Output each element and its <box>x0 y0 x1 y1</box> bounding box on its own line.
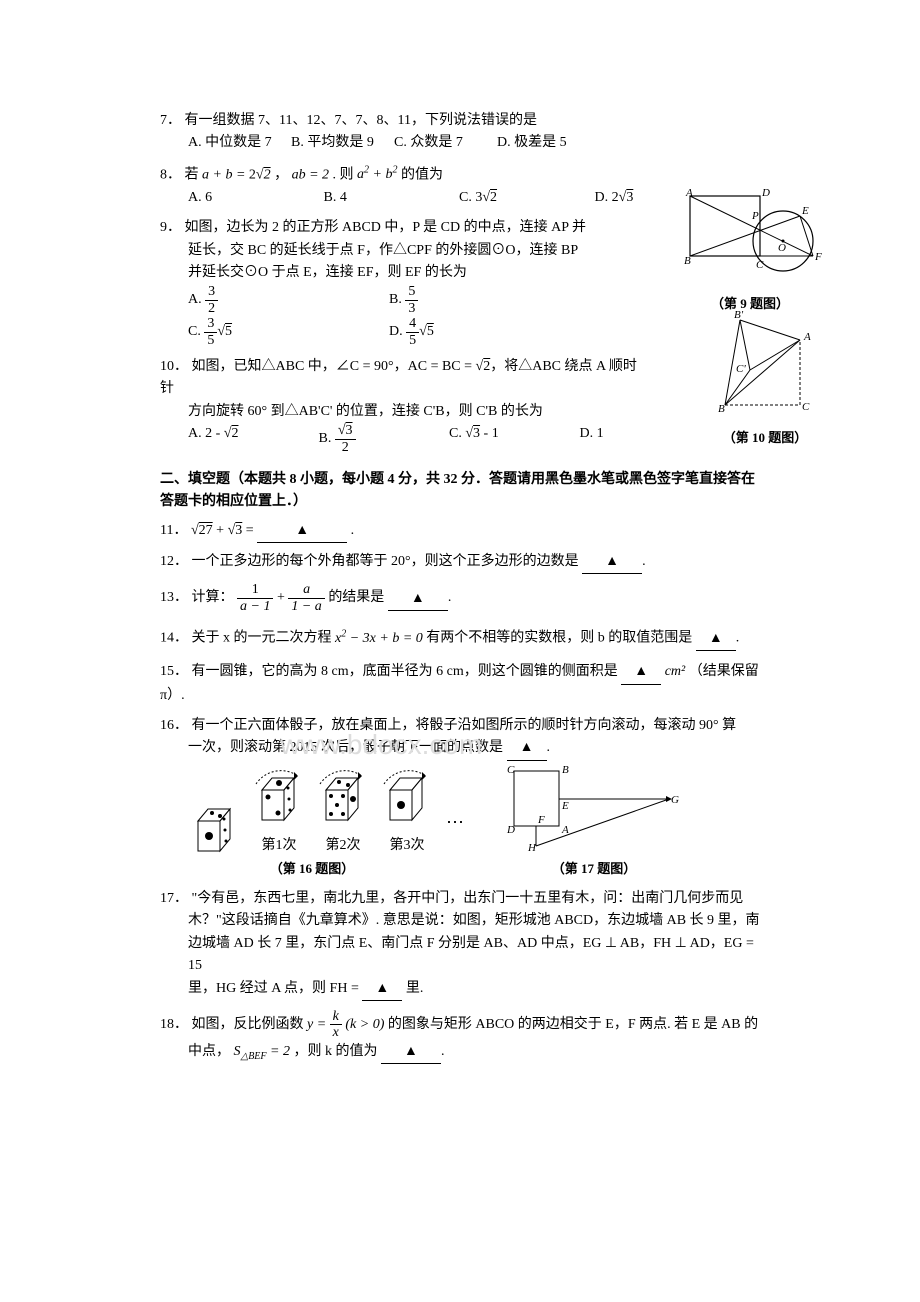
question-17: 17． "今有邑，东西七里，南北九里，各开中门，出东门一十五里有木，问：出南门几… <box>160 888 760 1001</box>
q8-stem-a: 若 <box>185 167 203 182</box>
svg-text:E: E <box>561 800 569 812</box>
svg-text:B: B <box>718 403 725 415</box>
q7-stem: 有一组数据 7、11、12、7、7、8、11，下列说法错误的是 <box>185 113 537 128</box>
figure-q10-svg: B C A B' C' <box>700 310 830 420</box>
question-15: 15． 有一圆锥，它的高为 8 cm，底面半径为 6 cm，则这个圆锥的侧面积是… <box>160 661 760 707</box>
dice-0 <box>190 801 240 857</box>
q8-num: 8． <box>160 167 181 182</box>
question-7: 7． 有一组数据 7、11、12、7、7、8、11，下列说法错误的是 A. 中位… <box>160 110 760 155</box>
q10-opt-a: A. 2 - √2 <box>188 423 309 455</box>
svg-text:C': C' <box>736 363 746 375</box>
svg-text:A: A <box>803 331 811 343</box>
q10-opt-b: B. √32 <box>319 423 440 455</box>
section-2-title: 二、填空题（本题共 8 小题，每小题 4 分，共 32 分．答题请用黑色墨水笔或… <box>160 469 760 514</box>
q9-opt-a: A. 32 <box>188 284 389 316</box>
dice-3 <box>382 770 432 826</box>
q9-opt-d: D. 45√5 <box>389 316 590 348</box>
q8-opt-a: A. 6 <box>188 187 314 209</box>
svg-text:D: D <box>506 824 515 836</box>
q9-opt-c: C. 35√5 <box>188 316 389 348</box>
figure-q10: B C A B' C' （第 10 题图） <box>700 310 830 449</box>
svg-text:H: H <box>527 842 537 851</box>
svg-text:C: C <box>756 259 764 271</box>
svg-text:P: P <box>751 210 759 222</box>
svg-text:D: D <box>761 187 770 199</box>
q10-opt-c: C. √3 - 1 <box>449 423 570 455</box>
svg-text:A: A <box>561 824 569 836</box>
svg-text:E: E <box>801 205 809 217</box>
question-16: www.bdocx.com 16． 有一个正六面体骰子，放在桌面上，将骰子沿如图… <box>160 715 760 880</box>
svg-text:F: F <box>814 251 822 263</box>
question-10: 10． 如图，已知△ABC 中，∠C = 90°，AC = BC = √2，将△… <box>160 356 640 455</box>
figure-q9: A D B C F E O P （第 9 题图） <box>670 186 830 315</box>
svg-text:B: B <box>684 255 691 267</box>
q10-opt-d: D. 1 <box>580 423 701 455</box>
svg-text:C: C <box>802 401 810 413</box>
question-14: 14． 关于 x 的一元二次方程 x2 − 3x + b = 0 有两个不相等的… <box>160 626 760 651</box>
q9-num: 9． <box>160 220 181 235</box>
q8-opt-b: B. 4 <box>324 187 450 209</box>
q7-opt-d: D. 极差是 5 <box>497 132 590 154</box>
figure-q16: 第1次 第2次 <box>160 764 464 880</box>
question-18: 18． 如图，反比例函数 y = kx (k > 0) 的图象与矩形 ABCO … <box>160 1009 760 1065</box>
svg-text:A: A <box>685 187 693 199</box>
figure-q10-caption: （第 10 题图） <box>700 428 830 449</box>
svg-text:G: G <box>671 794 679 806</box>
svg-text:F: F <box>537 814 545 826</box>
q7-opt-c: C. 众数是 7 <box>394 132 487 154</box>
q7-num: 7． <box>160 113 181 128</box>
q7-opt-a: A. 中位数是 7 <box>188 132 281 154</box>
svg-text:B: B <box>562 764 569 776</box>
q9-opt-b: B. 53 <box>389 284 590 316</box>
question-9: 9． 如图，边长为 2 的正方形 ABCD 中，P 是 CD 的中点，连接 AP… <box>160 217 590 348</box>
dice-1 <box>254 770 304 826</box>
svg-text:O: O <box>778 242 786 254</box>
q8-opt-c: C. 3√2 <box>459 187 585 209</box>
figure-q9-svg: A D B C F E O P <box>670 186 830 286</box>
question-11: 11． √27 + √3 = ▲ . <box>160 520 760 543</box>
svg-text:C: C <box>507 764 515 776</box>
q10-num: 10． <box>160 359 188 374</box>
dice-2 <box>318 770 368 826</box>
question-12: 12． 一个正多边形的每个外角都等于 20°，则这个正多边形的边数是 ▲. <box>160 551 760 574</box>
svg-text:B': B' <box>734 310 744 321</box>
q7-opt-b: B. 平均数是 9 <box>291 132 384 154</box>
question-13: 13． 计算： 1a − 1 + a1 − a 的结果是 ▲. <box>160 582 760 614</box>
figure-q17: A B C D E F G H （第 17 题图） <box>504 761 684 880</box>
